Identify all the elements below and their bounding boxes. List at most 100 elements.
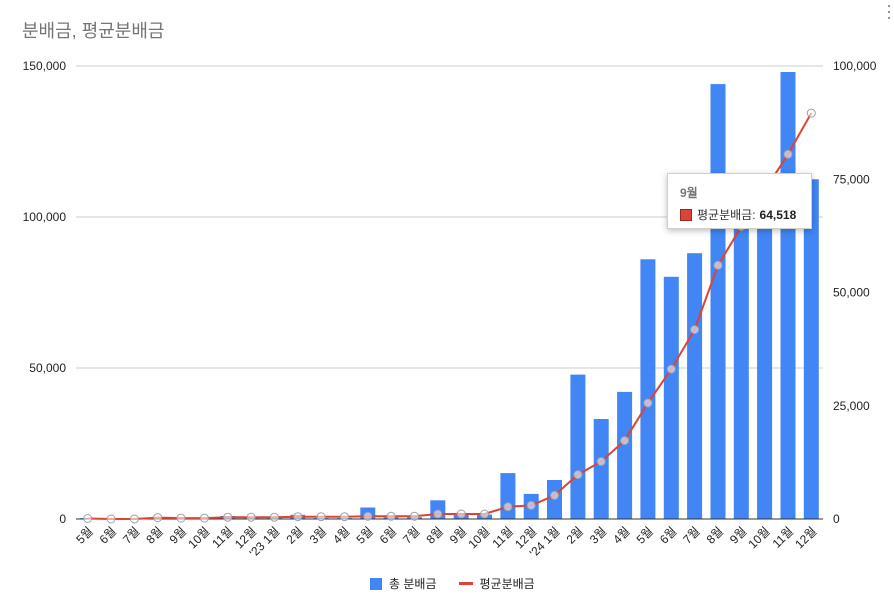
line-point-average[interactable] (550, 490, 559, 500)
x-tick-label: 6월 (97, 524, 119, 546)
tooltip-series-label: 평균분배금: (697, 208, 756, 222)
tooltip-value: 64,518 (759, 207, 797, 222)
line-point-average[interactable] (596, 457, 606, 466)
y-left-tick-label: 50,000 (29, 361, 66, 375)
x-tick-label: 5월 (353, 524, 375, 546)
line-point-average[interactable] (620, 436, 630, 446)
line-point-average[interactable] (83, 514, 93, 523)
line-point-average[interactable] (386, 511, 396, 521)
more-vert-icon[interactable] (887, 5, 891, 19)
legend-swatch-total (370, 577, 382, 590)
line-points-average (83, 108, 816, 524)
tooltip-category: 9월 (680, 186, 698, 200)
more-vert-dot (888, 5, 890, 7)
x-tick-label: 5월 (73, 524, 95, 546)
line-point-average[interactable] (269, 512, 279, 522)
x-tick-label: 5월 (634, 524, 656, 546)
x-tick-label: 6월 (657, 524, 679, 546)
line-point-average[interactable] (643, 398, 653, 408)
x-tick-label: 8월 (143, 524, 165, 546)
line-point-average[interactable] (783, 149, 793, 159)
x-tick-label: 12월 (792, 524, 819, 551)
line-point-average[interactable] (690, 325, 700, 335)
bar-total[interactable] (663, 276, 679, 519)
y-right-tick-label: 50,000 (833, 286, 870, 300)
line-point-average[interactable] (199, 513, 209, 523)
x-tick-label: 11월 (209, 524, 236, 551)
x-tick-label: 3월 (307, 524, 329, 546)
legend-item-average[interactable]: 평균분배금 (458, 575, 535, 592)
x-tick-label: 7월 (680, 524, 702, 546)
bar-total[interactable] (570, 374, 586, 519)
line-point-average[interactable] (293, 512, 303, 522)
tooltip: 9월 평균분배금: 64,518 (667, 173, 812, 229)
y-right-tick-label: 75,000 (833, 173, 870, 187)
bar-total[interactable] (803, 179, 819, 520)
bar-total[interactable] (780, 72, 796, 519)
line-point-average[interactable] (480, 509, 489, 519)
bar-total[interactable] (617, 391, 633, 519)
bar-total[interactable] (733, 198, 749, 519)
legend-item-total[interactable]: 총 분배금 (370, 575, 437, 592)
line-point-average[interactable] (340, 512, 349, 522)
line-point-average[interactable] (806, 108, 816, 118)
x-tick-label: 4월 (330, 524, 352, 546)
x-tick-label: 2월 (564, 524, 586, 546)
line-point-average[interactable] (433, 509, 443, 519)
more-vert-dot (888, 17, 890, 19)
line-point-average[interactable] (363, 511, 373, 521)
y-left-tick-label: 0 (59, 512, 66, 526)
legend: 총 분배금 평균분배금 (370, 575, 535, 592)
line-point-average[interactable] (456, 509, 466, 519)
line-point-average[interactable] (713, 260, 723, 270)
tooltip-row: 평균분배금: 64,518 (680, 206, 796, 223)
x-tick-label: 11월 (770, 524, 797, 551)
legend-label-average: 평균분배금 (479, 577, 535, 591)
tooltip-series-swatch (680, 208, 692, 221)
line-point-average[interactable] (526, 500, 536, 510)
x-tick-label: 7월 (120, 524, 142, 546)
x-tick-label: 11월 (489, 524, 516, 551)
legend-label-total: 총 분배금 (389, 577, 437, 591)
bar-total[interactable] (757, 204, 773, 519)
x-tick-label: 10월 (185, 524, 212, 551)
bar-total[interactable] (710, 84, 726, 519)
line-point-average[interactable] (410, 511, 419, 521)
x-tick-label: 10월 (465, 524, 492, 551)
x-tick-label: 10월 (746, 524, 773, 551)
y-left-tick-label: 150,000 (23, 59, 67, 73)
y-right-tick-label: 100,000 (833, 59, 877, 73)
bar-total[interactable] (593, 419, 609, 519)
line-point-average[interactable] (503, 502, 513, 512)
y-right-tick-label: 0 (833, 512, 840, 526)
bar-total[interactable] (640, 259, 656, 519)
line-point-average[interactable] (153, 513, 163, 523)
x-tick-label: 4월 (610, 524, 632, 546)
y-left-tick-label: 100,000 (23, 210, 67, 224)
chart-title: 분배금, 평균분배금 (22, 21, 165, 41)
x-tick-label: 6월 (377, 524, 399, 546)
line-point-average[interactable] (106, 514, 116, 524)
bar-total[interactable] (500, 473, 516, 519)
more-vert-dot (888, 11, 890, 13)
x-tick-label: 8월 (704, 524, 726, 546)
x-tick-label: 7월 (400, 524, 422, 546)
x-tick-label: 3월 (587, 524, 609, 546)
y-right-axis-labels: 0 25,000 50,000 75,000 100,000 (833, 59, 877, 526)
line-point-average[interactable] (316, 512, 326, 522)
x-tick-label: 8월 (423, 524, 445, 546)
y-right-tick-label: 25,000 (833, 399, 870, 413)
y-left-axis-labels: 0 50,000 100,000 150,000 (23, 59, 67, 526)
bar-total[interactable] (687, 253, 703, 519)
line-point-average[interactable] (129, 514, 139, 524)
x-tick-label: 2월 (283, 524, 305, 546)
line-point-average[interactable] (246, 512, 256, 522)
x-tick-label: 9월 (167, 524, 189, 546)
line-point-average[interactable] (176, 513, 186, 523)
line-point-average[interactable] (223, 512, 233, 522)
line-point-average[interactable] (573, 470, 583, 480)
legend-swatch-average (458, 582, 473, 585)
line-point-average[interactable] (666, 364, 676, 374)
